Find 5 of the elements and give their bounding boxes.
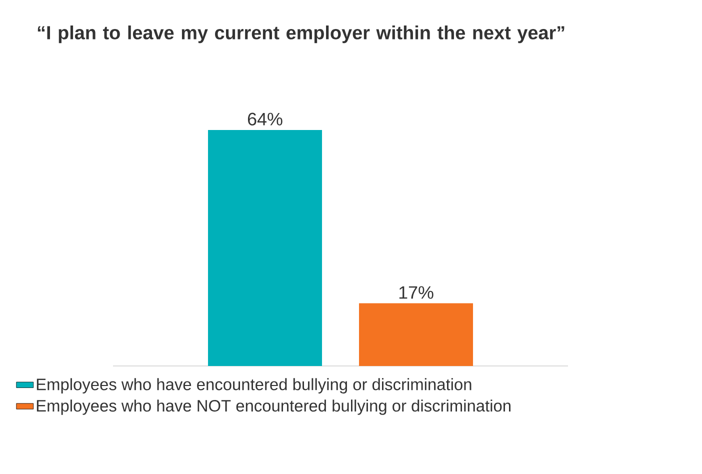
data-label: 17% xyxy=(399,286,434,299)
legend-label: Employees who have NOT encountered bullying or discrimination xyxy=(36,400,510,415)
data-label: 64% xyxy=(248,112,282,126)
chart-title: “I plan to leave my current employer within the next year” xyxy=(38,26,564,44)
legend-label: Employees who have encountered bullying or discrimination xyxy=(36,378,472,394)
